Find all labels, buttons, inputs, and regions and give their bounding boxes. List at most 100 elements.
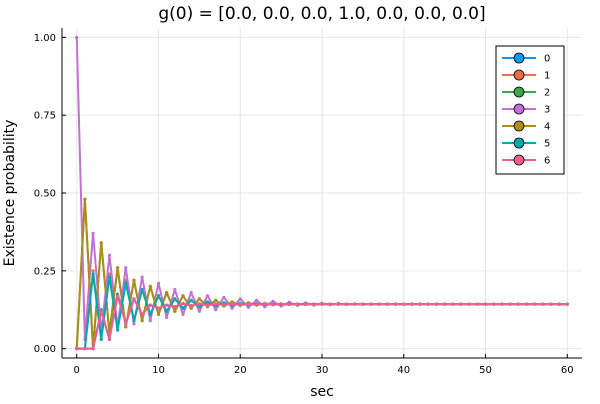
y-tick-label: 0.50 <box>34 189 56 200</box>
data-point <box>475 302 479 306</box>
data-point <box>107 275 112 279</box>
data-point <box>99 309 103 313</box>
data-point <box>173 309 177 313</box>
legend-entry-1: 1 <box>502 69 550 82</box>
data-point <box>197 305 201 309</box>
data-point <box>181 312 185 317</box>
data-point <box>263 302 267 306</box>
data-point <box>541 302 545 306</box>
data-point <box>385 302 390 306</box>
x-axis-title: sec <box>310 384 334 400</box>
data-point <box>508 302 512 306</box>
data-point <box>148 312 152 317</box>
data-point <box>516 302 520 306</box>
data-point <box>107 253 112 257</box>
data-point <box>156 294 161 298</box>
legend-marker <box>513 154 525 166</box>
data-point <box>524 302 529 306</box>
data-point <box>124 325 128 329</box>
data-point <box>222 302 226 307</box>
tick-labels: 0 10 20 30 40 50 600.000.250.500.751.00 <box>34 33 574 376</box>
data-point <box>271 302 275 307</box>
data-point <box>91 231 95 236</box>
legend: 0 1 2 3 4 5 6 <box>495 45 565 175</box>
data-point <box>132 319 136 323</box>
chart-title: g(0) = [0.0, 0.0, 0.0, 1.0, 0.0, 0.0, 0.… <box>158 4 485 24</box>
data-point <box>83 347 87 351</box>
data-point <box>140 319 144 323</box>
data-point <box>320 302 324 306</box>
data-point <box>254 302 259 307</box>
data-point <box>361 302 365 306</box>
data-point <box>532 302 537 306</box>
data-point <box>124 281 128 285</box>
data-point <box>75 35 79 39</box>
x-tick-label: 30 <box>316 365 329 376</box>
x-tick-label: 60 <box>561 365 574 376</box>
data-point <box>197 302 201 306</box>
data-point <box>426 302 430 306</box>
data-point <box>214 298 218 303</box>
data-point <box>205 294 210 298</box>
data-point <box>230 302 234 306</box>
data-point <box>189 306 193 310</box>
data-point <box>418 302 422 306</box>
data-point <box>230 306 234 310</box>
data-point <box>181 301 185 306</box>
data-point <box>173 287 177 292</box>
data-point <box>140 275 144 279</box>
x-tick-label: 0 <box>74 365 80 376</box>
data-point <box>287 302 291 307</box>
legend-marker <box>513 69 525 81</box>
data-point <box>214 302 218 306</box>
data-point <box>189 304 193 308</box>
data-point <box>91 272 95 276</box>
data-point <box>156 312 161 317</box>
data-point <box>214 308 218 312</box>
legend-entry-4: 4 <box>502 120 550 133</box>
data-point <box>116 328 120 332</box>
legend-entry-2: 2 <box>502 86 550 99</box>
data-point <box>75 347 79 351</box>
data-point <box>402 302 406 306</box>
data-point <box>393 302 398 306</box>
data-point <box>246 305 251 309</box>
data-point <box>467 302 471 306</box>
data-point <box>434 302 439 306</box>
data-point <box>443 302 447 306</box>
legend-label: 6 <box>544 156 550 167</box>
data-point <box>156 306 161 310</box>
data-point <box>451 302 455 306</box>
data-point <box>83 197 87 201</box>
grid <box>62 28 582 358</box>
data-point <box>189 291 193 295</box>
legend-label: 5 <box>544 139 550 150</box>
data-point <box>91 347 95 351</box>
data-point <box>116 294 120 298</box>
data-point <box>107 272 112 276</box>
data-point <box>353 302 357 306</box>
data-point <box>295 302 300 306</box>
data-point <box>557 302 561 306</box>
data-point <box>124 266 128 270</box>
data-point <box>369 302 373 306</box>
data-point <box>148 284 152 288</box>
data-point <box>165 315 169 320</box>
legend-marker <box>513 103 525 115</box>
data-point <box>565 302 569 306</box>
x-tick-label: 20 <box>234 365 247 376</box>
data-point <box>165 291 169 295</box>
data-point <box>173 305 177 309</box>
y-tick-label: 0.25 <box>34 266 56 277</box>
legend-entry-3: 3 <box>502 103 550 116</box>
data-point <box>116 266 120 270</box>
data-point <box>246 302 251 306</box>
data-point <box>181 294 185 298</box>
data-point <box>328 302 332 306</box>
data-point <box>165 309 169 313</box>
data-point <box>500 302 504 306</box>
data-point <box>156 281 161 285</box>
legend-entry-0: 0 <box>502 52 550 65</box>
data-point <box>459 302 463 306</box>
